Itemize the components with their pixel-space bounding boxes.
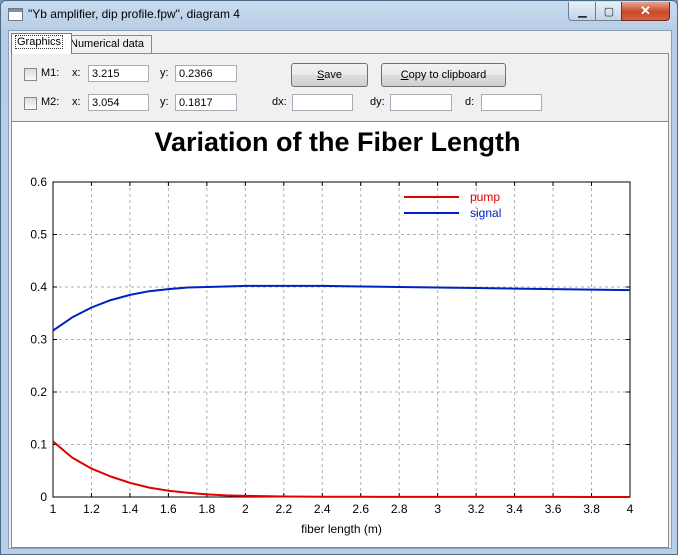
copy-accel: C <box>400 69 409 81</box>
x-tick-label-8: 2.6 <box>352 502 369 516</box>
m2-y-label: y: <box>160 96 169 108</box>
maximize-button[interactable]: ▢ <box>595 2 623 21</box>
chart-title: Variation of the Fiber Length <box>154 127 520 157</box>
tab-numerical-data-label: Numerical data <box>70 38 144 50</box>
save-accel: S <box>316 69 325 81</box>
legend-label-signal: signal <box>470 206 501 220</box>
tab-graphics[interactable]: Graphics <box>11 33 72 54</box>
d-field[interactable] <box>481 94 542 111</box>
x-tick-label-6: 2.2 <box>275 502 292 516</box>
dx-label: dx: <box>272 96 287 108</box>
close-button[interactable]: ✕ <box>621 2 670 21</box>
dy-label: dy: <box>370 96 385 108</box>
y-tick-label-0: 0 <box>40 490 47 504</box>
x-tick-label-14: 3.8 <box>583 502 600 516</box>
dy-field[interactable] <box>390 94 452 111</box>
x-tick-label-9: 2.8 <box>391 502 408 516</box>
tab-numerical-data[interactable]: Numerical data <box>66 35 152 53</box>
series-line-pump[interactable] <box>52 440 630 498</box>
copy-to-clipboard-button[interactable]: Copy to clipboard <box>381 63 506 87</box>
plot-area[interactable]: Variation of the Fiber Length 1 1.2 1.4 1.6 1… <box>11 121 669 548</box>
y-tick-label-3: 0.3 <box>30 333 47 347</box>
series-line-signal[interactable] <box>52 284 631 332</box>
x-tick-label-1: 1.2 <box>83 502 100 516</box>
y-tick-label-4: 0.4 <box>30 280 47 294</box>
line-chart: Variation of the Fiber Length 1 1.2 1.4 1.6 1… <box>30 127 634 536</box>
x-axis-label: fiber length (m) <box>301 522 382 536</box>
copy-button-label: Copy to clipboard <box>400 69 487 81</box>
y-tick-label-1: 0.1 <box>30 438 47 452</box>
m2-x-field[interactable]: 3.054 <box>88 94 149 111</box>
x-tick-label-5: 2 <box>242 502 249 516</box>
m2-y-field[interactable]: 0.1817 <box>175 94 237 111</box>
window-title: "Yb amplifier, dip profile.fpw", diagram… <box>28 7 240 21</box>
m2-x-label: x: <box>72 96 81 108</box>
title-bar[interactable]: "Yb amplifier, dip profile.fpw", diagram… <box>1 1 677 29</box>
x-tick-label-13: 3.6 <box>545 502 562 516</box>
m1-x-field[interactable]: 3.215 <box>88 65 149 82</box>
m1-checkbox[interactable] <box>24 68 37 81</box>
x-tick-label-10: 3 <box>434 502 441 516</box>
x-tick-label-12: 3.4 <box>506 502 523 516</box>
m1-y-label: y: <box>160 67 169 79</box>
x-tick-label-11: 3.2 <box>468 502 485 516</box>
x-tick-label-4: 1.8 <box>199 502 216 516</box>
m1-label: M1: <box>41 67 60 79</box>
y-tick-label-5: 0.5 <box>30 228 47 242</box>
x-tick-label-15: 4 <box>627 502 634 516</box>
x-tick-label-3: 1.6 <box>160 502 177 516</box>
y-tick-label-6: 0.6 <box>30 175 47 189</box>
marker-toolbar: M1: x: 3.215 y: 0.2366 M2: x: 3.054 y: 0… <box>11 53 669 122</box>
save-button[interactable]: Save <box>291 63 368 87</box>
legend-label-pump: pump <box>470 190 500 204</box>
y-tick-label-2: 0.2 <box>30 385 47 399</box>
x-tick-label-7: 2.4 <box>314 502 331 516</box>
x-tick-label-0: 1 <box>50 502 57 516</box>
tab-graphics-label: Graphics <box>15 35 64 49</box>
m1-x-label: x: <box>72 67 81 79</box>
minimize-button[interactable]: ▁ <box>568 2 597 21</box>
d-label: d: <box>465 96 475 108</box>
m1-y-field[interactable]: 0.2366 <box>175 65 237 82</box>
m2-label: M2: <box>41 96 60 108</box>
dx-field[interactable] <box>292 94 353 111</box>
m2-checkbox[interactable] <box>24 97 37 110</box>
x-tick-label-2: 1.4 <box>122 502 139 516</box>
app-icon[interactable] <box>8 8 23 21</box>
save-button-label: Save <box>316 69 343 81</box>
client-area: Graphics Numerical data M1: x: 3.215 y: … <box>8 30 672 549</box>
